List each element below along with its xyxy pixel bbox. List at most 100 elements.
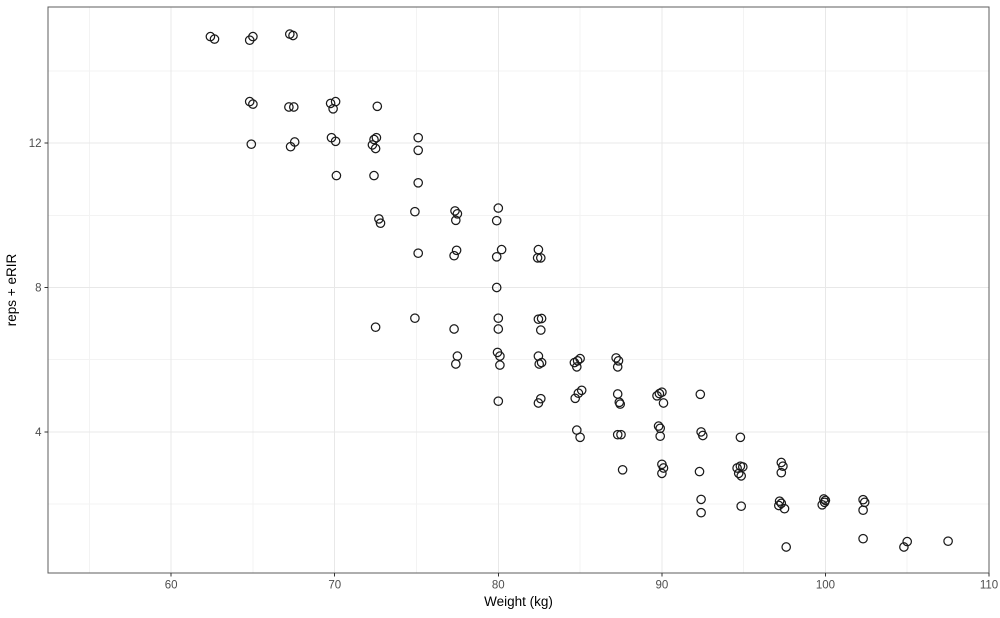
data-point <box>452 208 463 219</box>
data-point <box>413 145 424 156</box>
data-point <box>615 399 626 409</box>
data-point <box>533 244 544 255</box>
data-point <box>496 244 507 255</box>
data-point <box>902 536 913 547</box>
axis-tick-marks <box>44 142 990 577</box>
data-point <box>657 468 667 479</box>
axis-tick-labels: 60 70 80 90 100 110 4 8 12 <box>29 138 998 591</box>
data-point <box>413 132 424 143</box>
data-point <box>817 499 828 510</box>
data-point <box>410 206 420 217</box>
data-point <box>328 103 338 114</box>
data-point <box>413 248 424 259</box>
panel-border <box>47 6 990 574</box>
data-point <box>572 355 583 366</box>
data-point <box>284 102 294 112</box>
data-point <box>858 494 868 505</box>
data-point <box>858 533 868 544</box>
data-point <box>612 389 623 399</box>
data-point <box>658 398 669 408</box>
data-point <box>246 139 257 150</box>
data-point <box>410 313 420 324</box>
data-point <box>248 31 258 42</box>
data-point <box>573 388 584 399</box>
y-tick-label: 8 <box>35 282 41 294</box>
gridlines-minor <box>48 7 989 573</box>
data-point <box>374 214 384 224</box>
data-point <box>452 351 463 361</box>
data-point <box>653 421 664 431</box>
data-point <box>611 353 621 363</box>
data-point <box>819 497 830 508</box>
data-point <box>612 362 623 372</box>
data-point <box>773 500 784 511</box>
data-point <box>616 429 626 440</box>
data-point <box>535 325 546 335</box>
data-point <box>331 170 342 181</box>
data-point <box>493 203 504 213</box>
data-point <box>370 322 381 333</box>
gridlines-major <box>48 7 990 573</box>
data-point <box>370 143 381 154</box>
data-point <box>534 359 545 369</box>
data-point <box>658 463 669 473</box>
data-point <box>372 101 383 112</box>
data-point <box>532 253 543 263</box>
data-point <box>325 98 336 109</box>
data-point <box>369 134 379 145</box>
data-point <box>209 34 220 44</box>
data-point <box>570 393 581 404</box>
y-tick-label: 12 <box>29 138 42 150</box>
y-axis-title: reps + eRIR <box>4 254 19 327</box>
data-point <box>781 542 792 552</box>
data-point <box>491 215 502 226</box>
data-point <box>657 387 667 398</box>
data-point <box>695 389 706 400</box>
data-point <box>735 432 746 443</box>
data-point <box>612 429 623 440</box>
data-point <box>449 250 459 261</box>
x-axis-title: Weight (kg) <box>484 594 553 609</box>
data-point <box>776 498 787 509</box>
data-point <box>858 505 868 516</box>
data-point <box>899 542 909 552</box>
data-point <box>493 396 504 407</box>
data-point <box>576 385 587 396</box>
data-point <box>535 393 546 404</box>
x-tick-label: 90 <box>655 580 668 592</box>
data-point <box>575 353 585 364</box>
data-points <box>205 29 953 552</box>
data-point <box>536 357 547 368</box>
data-point <box>493 324 504 334</box>
data-point <box>779 503 790 514</box>
data-point <box>696 494 706 505</box>
data-point <box>613 355 624 366</box>
data-point <box>535 253 546 263</box>
data-point <box>248 99 258 109</box>
data-point <box>289 137 300 147</box>
data-point <box>696 507 706 518</box>
data-point <box>449 324 459 334</box>
data-point <box>776 467 787 478</box>
x-tick-label: 110 <box>980 580 998 592</box>
data-point <box>330 136 341 147</box>
data-point <box>774 496 785 507</box>
data-point <box>450 359 461 369</box>
x-tick-label: 60 <box>165 580 178 592</box>
data-point <box>736 471 747 481</box>
data-point <box>369 170 379 181</box>
data-point <box>495 360 505 370</box>
data-point <box>778 461 788 472</box>
x-tick-label: 80 <box>492 580 505 592</box>
data-point <box>736 501 747 512</box>
x-tick-label: 70 <box>328 580 341 592</box>
data-point <box>655 431 666 442</box>
data-point <box>733 468 744 479</box>
data-point <box>375 218 386 229</box>
data-point <box>413 177 424 188</box>
data-point <box>493 313 504 324</box>
data-point <box>450 206 460 216</box>
data-point <box>654 388 665 399</box>
